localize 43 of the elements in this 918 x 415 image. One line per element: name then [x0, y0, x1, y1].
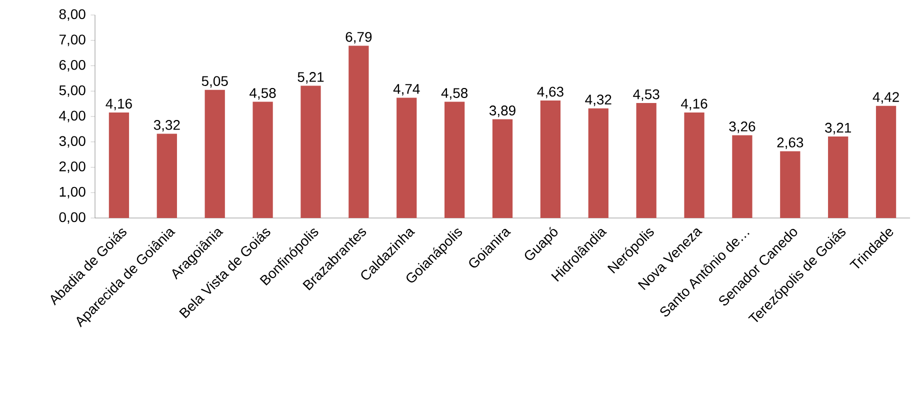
y-tick-label: 7,00 [59, 34, 86, 46]
data-label: 3,32 [154, 120, 180, 132]
y-tick-label: 5,00 [59, 85, 86, 97]
bar [780, 151, 800, 218]
data-label: 2,63 [777, 138, 804, 150]
bar [876, 106, 896, 218]
bar [636, 103, 656, 218]
data-label: 4,58 [250, 88, 276, 100]
y-tick-label: 0,00 [59, 212, 86, 224]
bar [156, 134, 177, 218]
bar [348, 46, 369, 218]
data-label: 4,53 [633, 89, 660, 101]
data-label: 5,21 [298, 72, 324, 84]
y-tick-label: 1,00 [60, 186, 86, 198]
bar [300, 86, 321, 218]
data-label: 4,74 [393, 84, 420, 96]
bar [396, 98, 417, 218]
bar [252, 102, 273, 218]
bar [492, 119, 513, 218]
bar [444, 102, 465, 218]
y-tick-label: 2,00 [59, 161, 86, 174]
bar [588, 108, 608, 218]
data-label: 4,32 [585, 94, 612, 106]
data-label: 5,05 [202, 76, 228, 88]
y-tick-label: 6,00 [59, 60, 86, 72]
data-label: 4,16 [106, 98, 132, 110]
data-label: 3,89 [489, 106, 516, 118]
y-tick-label: 8,00 [59, 9, 86, 21]
data-label: 4,42 [872, 92, 899, 104]
bar [204, 90, 225, 218]
data-label: 4,63 [537, 86, 564, 98]
data-label: 4,16 [681, 98, 708, 110]
y-tick-label: 3,00 [59, 136, 86, 148]
bar [684, 112, 704, 218]
bar [540, 100, 561, 218]
bar [732, 135, 752, 218]
bar [828, 136, 848, 218]
data-label: 6,79 [346, 32, 372, 44]
y-tick-label: 4,00 [59, 110, 86, 122]
data-label: 3,21 [825, 122, 851, 134]
data-label: 3,26 [729, 122, 756, 134]
data-label: 4,58 [441, 88, 468, 100]
bar [108, 112, 130, 218]
